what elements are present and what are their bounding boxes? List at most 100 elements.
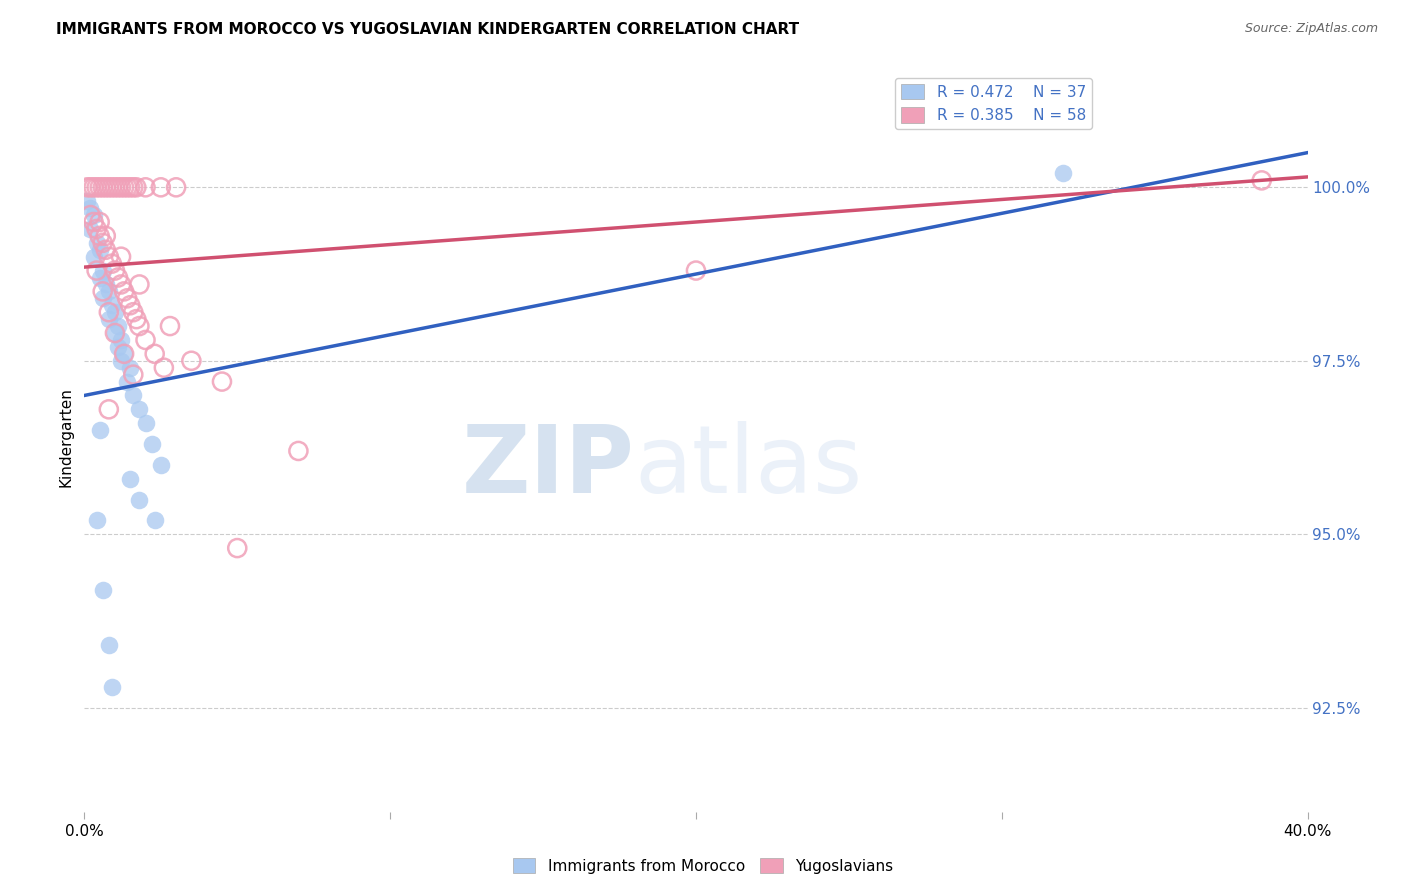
Point (91, 582, 114, 597)
Point (101, 680, 124, 694)
Point (112, 347, 135, 361)
Point (83, 180, 105, 194)
Point (107, 340, 129, 354)
Point (104, 326, 127, 340)
Point (180, 353, 202, 368)
Point (104, 326, 127, 340)
Point (86, 513, 108, 527)
Point (128, 319, 150, 334)
Point (120, 472, 142, 486)
Point (94, 180, 117, 194)
Point (91, 180, 114, 194)
Y-axis label: Kindergarten: Kindergarten (58, 387, 73, 487)
Point (86, 235, 108, 250)
Point (89, 423, 111, 437)
Point (79, 180, 101, 194)
Point (110, 250, 132, 264)
Point (120, 298, 142, 312)
Point (153, 360, 176, 375)
Point (97, 402, 120, 417)
Point (135, 180, 157, 194)
Point (89, 180, 111, 194)
Point (97, 305, 120, 319)
Point (94, 228, 117, 243)
Point (125, 180, 148, 194)
Point (79, 222, 101, 236)
Point (128, 492, 150, 507)
Point (122, 180, 145, 194)
Point (122, 368, 145, 382)
Point (141, 437, 163, 451)
Point (79, 201, 101, 215)
Point (110, 333, 132, 347)
Point (120, 360, 142, 375)
Point (110, 277, 132, 292)
Point (94, 243, 117, 257)
Point (125, 312, 148, 326)
Text: ZIP: ZIP (463, 421, 636, 513)
Point (83, 208, 105, 222)
Point (685, 263, 707, 277)
Point (110, 353, 132, 368)
Point (211, 375, 233, 389)
Point (104, 180, 127, 194)
Point (86, 222, 108, 236)
Point (107, 180, 129, 194)
Point (115, 180, 138, 194)
Point (91, 285, 114, 299)
Point (91, 291, 114, 305)
Point (89, 270, 111, 285)
Point (112, 347, 135, 361)
Point (159, 319, 181, 334)
Point (107, 319, 129, 334)
Point (135, 333, 157, 347)
Point (1250, 173, 1272, 187)
Point (91, 263, 114, 277)
Point (120, 180, 142, 194)
Point (112, 180, 135, 194)
Point (115, 291, 138, 305)
Point (97, 250, 120, 264)
Point (89, 243, 111, 257)
Legend: R = 0.472    N = 37, R = 0.385    N = 58: R = 0.472 N = 37, R = 0.385 N = 58 (896, 78, 1092, 129)
Point (86, 263, 108, 277)
Point (89, 228, 111, 243)
Point (122, 388, 145, 402)
Point (101, 180, 124, 194)
Point (128, 402, 150, 417)
Point (83, 215, 105, 229)
Point (128, 277, 150, 292)
Point (79, 208, 101, 222)
Point (149, 458, 172, 472)
Point (110, 180, 132, 194)
Point (97, 638, 120, 652)
Point (91, 235, 114, 250)
Point (115, 375, 138, 389)
Point (101, 298, 124, 312)
Point (94, 277, 117, 292)
Point (135, 416, 157, 430)
Point (143, 347, 166, 361)
Point (97, 180, 120, 194)
Point (76, 180, 98, 194)
Point (1052, 166, 1074, 180)
Point (112, 285, 135, 299)
Point (89, 215, 111, 229)
Point (86, 180, 108, 194)
Point (97, 285, 120, 299)
Point (149, 180, 172, 194)
Point (122, 305, 145, 319)
Legend: Immigrants from Morocco, Yugoslavians: Immigrants from Morocco, Yugoslavians (506, 852, 900, 880)
Point (226, 541, 249, 555)
Point (104, 305, 127, 319)
Point (101, 257, 124, 271)
Point (76, 194, 98, 209)
Text: IMMIGRANTS FROM MOROCCO VS YUGOSLAVIAN KINDERGARTEN CORRELATION CHART: IMMIGRANTS FROM MOROCCO VS YUGOSLAVIAN K… (56, 22, 800, 37)
Point (104, 263, 127, 277)
Text: Source: ZipAtlas.com: Source: ZipAtlas.com (1244, 22, 1378, 36)
Point (83, 250, 105, 264)
Point (143, 513, 166, 527)
Point (107, 270, 129, 285)
Point (287, 444, 309, 458)
Point (165, 180, 187, 194)
